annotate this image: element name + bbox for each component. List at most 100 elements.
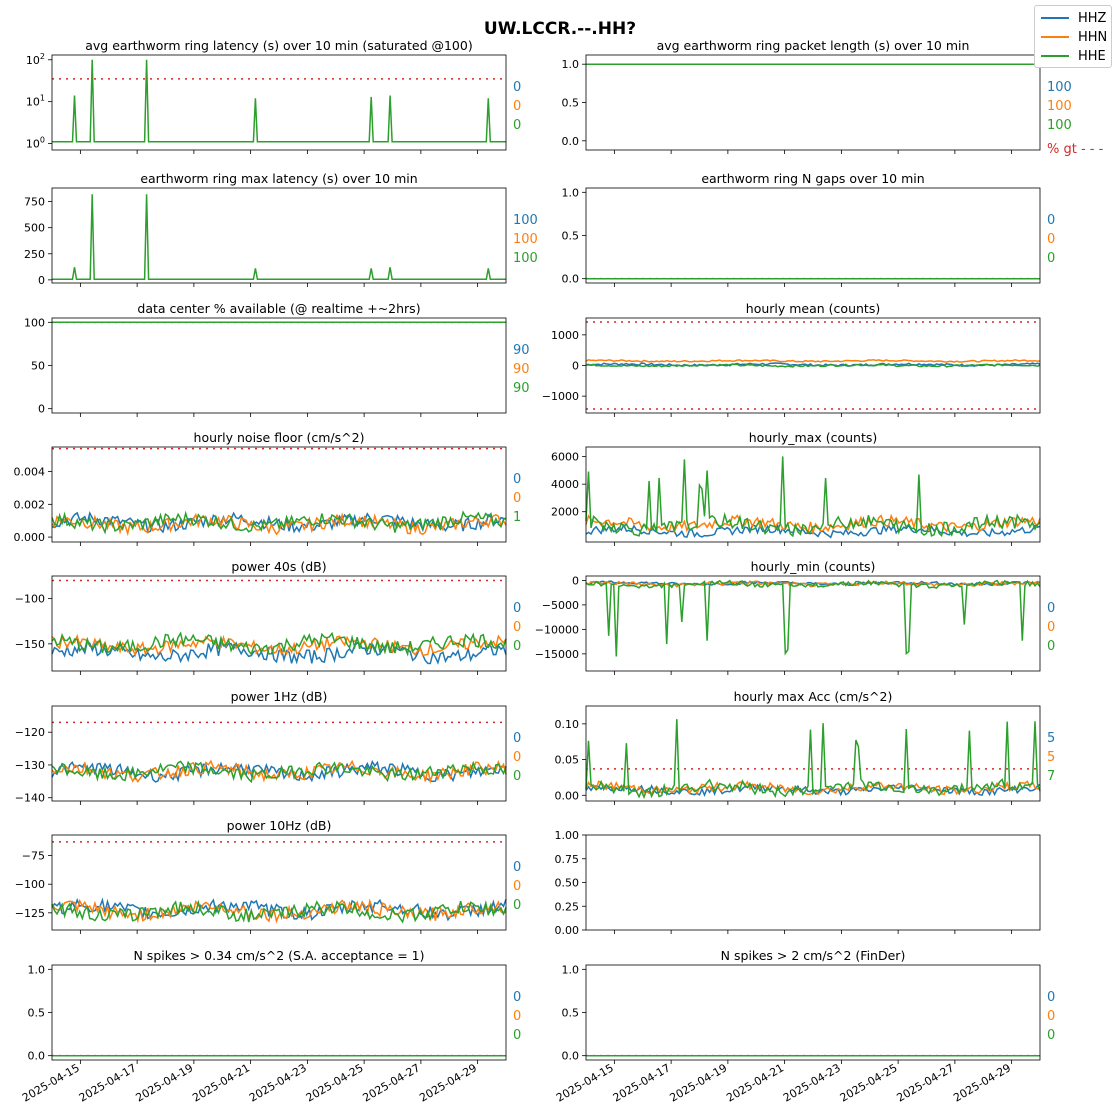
legend-item-hhz: HHZ bbox=[1041, 9, 1106, 27]
y-tick-label: 0.0 bbox=[562, 135, 580, 148]
x-tick-label: 2025-04-23 bbox=[247, 1061, 309, 1104]
y-tick-label: −100 bbox=[15, 593, 45, 606]
side-value-hhn: 100 bbox=[513, 232, 538, 247]
plot-frame bbox=[51, 446, 507, 543]
subplot-title: hourly_min (counts) bbox=[751, 559, 876, 574]
series-line-hhe bbox=[586, 363, 1041, 368]
y-tick-label: 0 bbox=[38, 403, 45, 416]
y-tick-label: −150 bbox=[15, 638, 45, 651]
x-tick-label: 2025-04-25 bbox=[838, 1061, 900, 1104]
legend-item-hhe: HHE bbox=[1041, 47, 1106, 65]
side-value-hhn: 0 bbox=[1047, 620, 1055, 635]
y-tick-label: 0.10 bbox=[555, 718, 580, 731]
y-tick-label: 50 bbox=[31, 360, 45, 373]
side-value-hhe: 1 bbox=[513, 510, 521, 525]
y-tick-label: 0.000 bbox=[14, 531, 46, 544]
series-line-hhn bbox=[51, 512, 507, 537]
plot-frame bbox=[51, 54, 507, 151]
side-value-hhe: 0 bbox=[513, 118, 521, 133]
side-value-hhn: 0 bbox=[513, 879, 521, 894]
legend-line-hhe bbox=[1041, 55, 1069, 57]
y-tick-label: 0 bbox=[38, 274, 45, 287]
y-tick-label: 1.00 bbox=[555, 829, 580, 842]
series-line-hhe bbox=[52, 59, 506, 143]
side-value-hhz: 100 bbox=[1047, 80, 1072, 95]
y-tick-label: 0.0 bbox=[562, 1050, 580, 1063]
series-line-hhz bbox=[51, 897, 507, 922]
side-value-hhe: 0 bbox=[513, 898, 521, 913]
y-tick-label: 0.5 bbox=[562, 230, 580, 243]
y-tick-label: 0.004 bbox=[14, 466, 46, 479]
y-tick-label: 750 bbox=[24, 196, 45, 209]
plot-frame bbox=[585, 834, 1041, 931]
plot-frame bbox=[51, 317, 507, 414]
series-line-hhe bbox=[52, 194, 506, 281]
series-line-hhz bbox=[51, 640, 507, 665]
subplot-title: N spikes > 2 cm/s^2 (FinDer) bbox=[721, 948, 906, 963]
x-tick-label: 2025-04-19 bbox=[668, 1061, 730, 1104]
y-tick-label: 0.002 bbox=[14, 498, 46, 511]
y-tick-label: 1000 bbox=[551, 329, 579, 342]
side-value-hhe: 0 bbox=[513, 769, 521, 784]
subplot-title: avg earthworm ring packet length (s) ove… bbox=[657, 38, 970, 53]
side-value-hhz: 0 bbox=[513, 731, 521, 746]
y-tick-label: −75 bbox=[22, 850, 45, 863]
x-tick-label: 2025-04-27 bbox=[895, 1061, 957, 1104]
side-value-hhn: 90 bbox=[513, 362, 530, 377]
side-value-hhn: 0 bbox=[1047, 1009, 1055, 1024]
y-tick-label: −15000 bbox=[535, 648, 579, 661]
side-value-hhn: 0 bbox=[513, 620, 521, 635]
x-tick-label: 2025-04-21 bbox=[724, 1061, 786, 1104]
plot-frame bbox=[585, 317, 1041, 414]
side-value-hhe: 0 bbox=[1047, 1028, 1055, 1043]
x-tick-label: 2025-04-25 bbox=[304, 1061, 366, 1104]
y-tick-label: 0.75 bbox=[555, 853, 580, 866]
subplot-title: N spikes > 0.34 cm/s^2 (S.A. acceptance … bbox=[133, 948, 424, 963]
side-value-hhz: 0 bbox=[1047, 990, 1055, 1005]
side-value-hhz: 0 bbox=[1047, 601, 1055, 616]
subplot-title: hourly max Acc (cm/s^2) bbox=[734, 689, 893, 704]
side-value-hhz: 0 bbox=[513, 601, 521, 616]
side-value-hhn: 0 bbox=[513, 491, 521, 506]
y-tick-label: 0.5 bbox=[562, 1007, 580, 1020]
x-tick-label: 2025-04-21 bbox=[190, 1061, 252, 1104]
subplot-p9 bbox=[48, 575, 507, 675]
series-line-hhz bbox=[585, 580, 1041, 587]
subplot-title: earthworm ring N gaps over 10 min bbox=[701, 171, 924, 186]
y-tick-label: −120 bbox=[15, 726, 45, 739]
subplot-p4 bbox=[582, 187, 1041, 287]
subplot-title: hourly_max (counts) bbox=[749, 430, 878, 445]
side-value-hhe: 0 bbox=[513, 639, 521, 654]
x-tick-label: 2025-04-17 bbox=[77, 1061, 139, 1104]
series-line-hhe bbox=[51, 899, 507, 924]
side-value-hhe: 0 bbox=[1047, 251, 1055, 266]
side-value-hhe: 100 bbox=[513, 251, 538, 266]
series-line-hhn bbox=[51, 898, 507, 924]
x-tick-label: 2025-04-19 bbox=[134, 1061, 196, 1104]
plot-frame bbox=[51, 834, 507, 931]
plot-frame bbox=[585, 187, 1041, 284]
subplot-title: power 40s (dB) bbox=[231, 559, 326, 574]
y-tick-label: 0 bbox=[572, 360, 579, 373]
y-tick-label: 101 bbox=[26, 94, 45, 109]
side-value-hhz: 0 bbox=[513, 860, 521, 875]
x-tick-label: 2025-04-23 bbox=[781, 1061, 843, 1104]
y-tick-label: −140 bbox=[15, 792, 45, 805]
figure-title: UW.LCCR.--.HH? bbox=[483, 19, 637, 39]
subplot-p11 bbox=[48, 705, 507, 805]
x-tick-label: 2025-04-27 bbox=[361, 1061, 423, 1104]
subplot-p15 bbox=[48, 964, 507, 1064]
legend: HHZ HHN HHE bbox=[1034, 5, 1112, 68]
y-tick-label: 0.5 bbox=[28, 1007, 46, 1020]
series-line-hhn bbox=[585, 359, 1041, 363]
side-value-hhz: 5 bbox=[1047, 731, 1055, 746]
plot-frame bbox=[585, 964, 1041, 1061]
series-line-hhe bbox=[585, 579, 1041, 657]
series-line-hhe bbox=[51, 760, 507, 784]
subplot-p14 bbox=[582, 834, 1041, 934]
plot-frame bbox=[51, 964, 507, 1061]
y-tick-label: 1.0 bbox=[28, 963, 46, 976]
subplot-p8 bbox=[582, 446, 1041, 546]
plot-frame bbox=[51, 705, 507, 802]
